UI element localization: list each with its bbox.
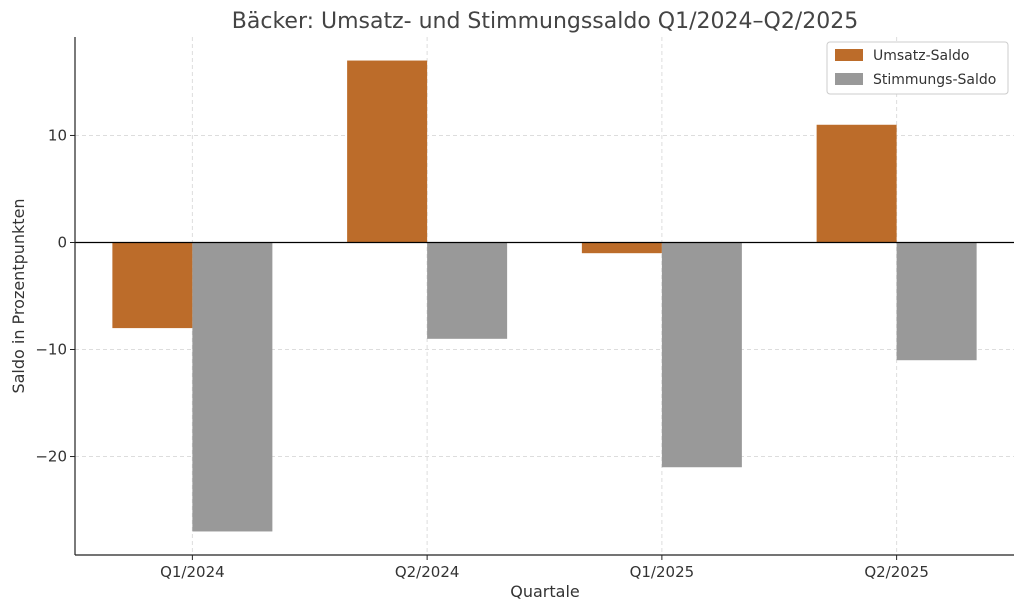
legend-label: Umsatz-Saldo bbox=[873, 48, 969, 64]
x-tick-label: Q2/2024 bbox=[395, 563, 460, 581]
axis-layer: −20 −10 0 10 Q1/2024 Q2/2024 Q1/2025 Q2/2025 bbox=[35, 37, 1014, 581]
y-tick-label: −10 bbox=[35, 341, 67, 359]
x-tick-label: Q1/2024 bbox=[160, 563, 225, 581]
legend: Umsatz-Saldo Stimmungs-Saldo bbox=[826, 41, 1009, 95]
bar-stimmung bbox=[896, 242, 977, 361]
x-tick-label: Q1/2025 bbox=[630, 563, 695, 581]
y-tick-label: 0 bbox=[57, 233, 67, 251]
x-tick-label: Q2/2025 bbox=[864, 563, 929, 581]
bar-umsatz bbox=[347, 60, 428, 243]
legend-label: Stimmungs-Saldo bbox=[873, 72, 996, 88]
x-axis-title: Quartale bbox=[510, 582, 579, 601]
bar-umsatz bbox=[816, 124, 897, 243]
y-tick-label: 10 bbox=[48, 126, 67, 144]
legend-box bbox=[826, 41, 1009, 95]
bar-stimmung bbox=[427, 242, 508, 339]
bar-umsatz bbox=[112, 242, 193, 329]
bar-stimmung bbox=[192, 242, 273, 532]
bar-layer bbox=[112, 60, 977, 532]
legend-swatch bbox=[835, 73, 863, 85]
legend-swatch bbox=[835, 49, 863, 61]
y-axis-title: Saldo in Prozentpunkten bbox=[9, 198, 28, 393]
bar-umsatz bbox=[581, 242, 662, 254]
chart-title: Bäcker: Umsatz- und Stimmungssaldo Q1/20… bbox=[232, 9, 858, 34]
y-tick-label: −20 bbox=[35, 448, 67, 466]
bar-stimmung bbox=[661, 242, 742, 468]
